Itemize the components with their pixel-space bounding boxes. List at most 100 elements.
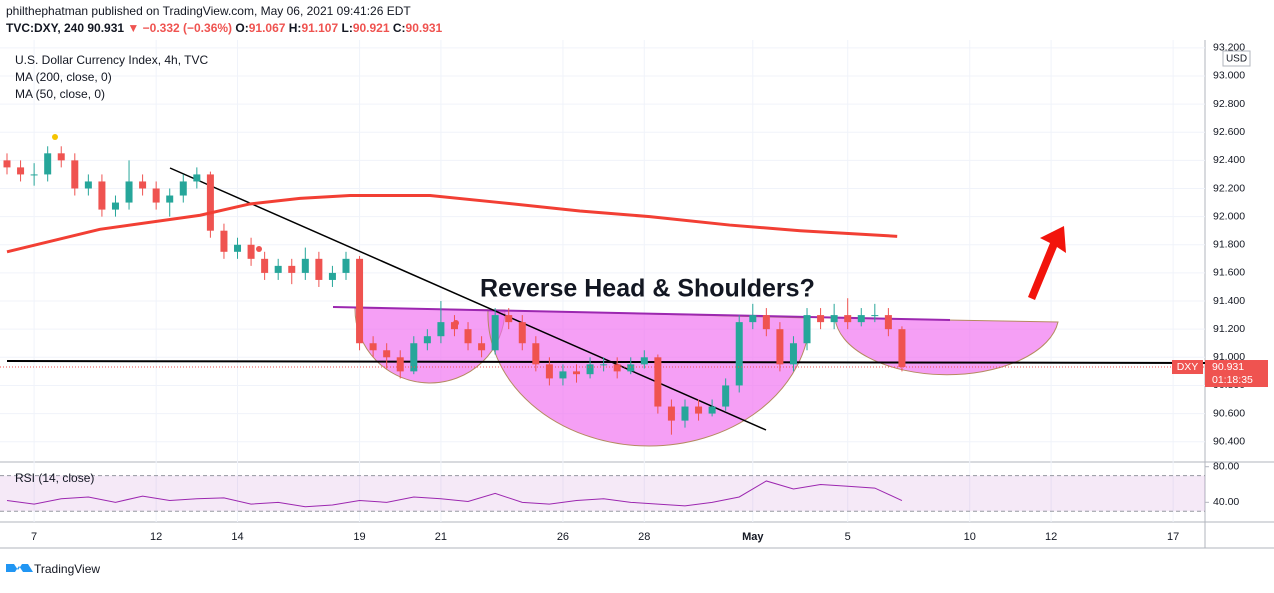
candle-body: [437, 322, 445, 337]
annotation: Reverse Head & Shoulders?: [480, 275, 815, 303]
support-line: [6, 360, 1206, 364]
symbol-tag: [1172, 360, 1203, 375]
x-tick-label: 21: [435, 531, 447, 543]
candle-body: [505, 315, 513, 323]
legend-title: U.S. Dollar Currency Index, 4h, TVC: [15, 53, 209, 67]
y-tick-label: 93.200: [1213, 42, 1245, 54]
y-tick-label: 92.400: [1213, 154, 1245, 166]
countdown: 01:18:35: [1212, 374, 1253, 386]
candle-body: [315, 258, 323, 280]
y-tick-label: 91.800: [1213, 239, 1245, 251]
rsi-tick-label: 40.00: [1213, 496, 1239, 508]
candle-body: [478, 343, 486, 351]
quote-part: 90.931: [406, 21, 443, 35]
x-tick-label: 26: [557, 531, 569, 543]
candle-body: [383, 350, 391, 358]
candle-body: [71, 160, 79, 189]
y-tick-label: 91.600: [1213, 267, 1245, 279]
candle-body: [274, 265, 282, 273]
currency: USD: [1226, 54, 1247, 65]
brand: TradingView: [34, 562, 100, 576]
candle-body: [166, 195, 174, 203]
x-tick-label: 19: [353, 531, 365, 543]
x-tick-label: 17: [1167, 531, 1179, 543]
quote-part: O:: [235, 21, 248, 35]
candle-body: [830, 315, 838, 323]
candle-body: [179, 181, 187, 196]
y-tick-label: 93.000: [1213, 70, 1245, 82]
marker: [256, 246, 262, 252]
candle-body: [3, 160, 11, 168]
candle-body: [30, 174, 38, 176]
quote-part: L:: [341, 21, 352, 35]
candle-body: [234, 244, 242, 252]
candle-body: [491, 315, 499, 351]
quote-part: H:: [289, 21, 302, 35]
candle-body: [776, 329, 784, 365]
candle-body: [328, 272, 336, 280]
publisher: philthephatman published on TradingView.…: [6, 4, 411, 18]
x-tick-label: May: [742, 531, 764, 543]
grid: [0, 40, 1209, 522]
candle-body: [817, 315, 825, 323]
candle-body: [423, 336, 431, 344]
candle-body: [559, 371, 567, 379]
rsi-line: [6, 480, 903, 508]
candle-body: [261, 258, 269, 273]
quote-part: ▼ −0.332 (−0.36%): [127, 21, 235, 35]
brand-logo: [6, 564, 33, 572]
y-tick-label: 90.400: [1213, 435, 1245, 447]
marks: [0, 146, 1205, 508]
x-tick-label: 14: [231, 531, 243, 543]
candle-body: [247, 244, 255, 259]
quote-part: 91.107: [301, 21, 341, 35]
candle-body: [654, 357, 662, 407]
candle-body: [98, 181, 106, 210]
marker: [52, 134, 58, 140]
quote-line: TVC:DXY, 240 90.931 ▼ −0.332 (−0.36%) O:…: [6, 21, 443, 35]
candle-body: [803, 315, 811, 344]
candle-body: [762, 315, 770, 330]
candle-body: [288, 265, 296, 273]
candle-body: [57, 153, 65, 161]
quote-part: 90.931: [87, 21, 127, 35]
y-tick-label: 92.800: [1213, 98, 1245, 110]
candle-body: [681, 406, 689, 421]
x-tick-label: 12: [1045, 531, 1057, 543]
candle-body: [871, 315, 879, 317]
candle-body: [301, 258, 309, 273]
y-tick-label: 91.400: [1213, 295, 1245, 307]
candle-body: [667, 406, 675, 421]
up-arrow: [1028, 226, 1066, 300]
y-tick-label: 92.200: [1213, 182, 1245, 194]
candle-body: [356, 258, 364, 344]
x-tick-label: 7: [31, 531, 37, 543]
candle-body: [532, 343, 540, 365]
candle-body: [206, 174, 214, 231]
symbol-tag-text: DXY: [1177, 361, 1199, 373]
moving-average: [6, 194, 898, 254]
candle-body: [857, 315, 865, 323]
trend-line: [169, 167, 767, 431]
y-tick-label: 90.600: [1213, 407, 1245, 419]
candle-body: [44, 153, 52, 175]
candle-body: [17, 167, 25, 175]
y-tick-label: 92.600: [1213, 126, 1245, 138]
y-tick-label: 92.000: [1213, 210, 1245, 222]
candle-body: [708, 406, 716, 414]
candle-body: [410, 343, 418, 372]
candle-body: [600, 364, 608, 366]
candle-body: [722, 385, 730, 407]
rsi-title: RSI (14, close): [15, 471, 94, 485]
candle-body: [111, 202, 119, 210]
x-tick-label: 28: [638, 531, 650, 543]
candle-body: [450, 322, 458, 330]
candle-body: [369, 343, 377, 351]
candle-body: [613, 364, 621, 372]
candle-body: [735, 322, 743, 386]
candle-body: [396, 357, 404, 372]
candle-body: [139, 181, 147, 189]
candle-body: [749, 315, 757, 323]
